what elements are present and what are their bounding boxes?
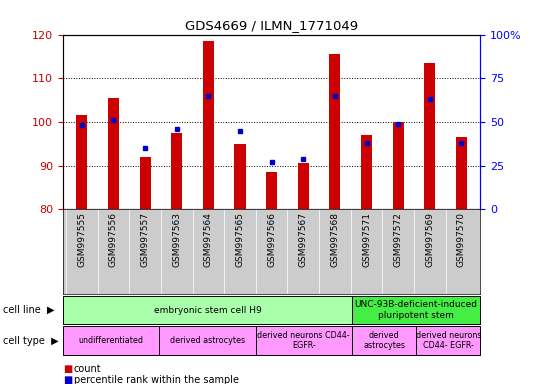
Bar bbox=[140, 157, 151, 209]
Bar bbox=[352, 326, 416, 355]
Bar bbox=[108, 98, 119, 209]
Bar bbox=[266, 172, 277, 209]
Text: GSM997565: GSM997565 bbox=[235, 212, 245, 267]
Text: cell line  ▶: cell line ▶ bbox=[3, 305, 54, 315]
Text: derived astrocytes: derived astrocytes bbox=[170, 336, 245, 345]
Text: GSM997557: GSM997557 bbox=[140, 212, 150, 267]
Text: GSM997555: GSM997555 bbox=[78, 212, 86, 267]
Title: GDS4669 / ILMN_1771049: GDS4669 / ILMN_1771049 bbox=[185, 19, 358, 32]
Bar bbox=[63, 296, 352, 324]
Text: ■: ■ bbox=[63, 375, 72, 384]
Text: GSM997566: GSM997566 bbox=[267, 212, 276, 267]
Bar bbox=[234, 144, 246, 209]
Bar bbox=[352, 296, 480, 324]
Text: derived neurons
CD44- EGFR-: derived neurons CD44- EGFR- bbox=[416, 331, 481, 351]
Text: GSM997563: GSM997563 bbox=[172, 212, 181, 267]
Text: GSM997564: GSM997564 bbox=[204, 212, 213, 267]
Text: percentile rank within the sample: percentile rank within the sample bbox=[74, 375, 239, 384]
Bar bbox=[329, 54, 341, 209]
Bar bbox=[361, 135, 372, 209]
Text: GSM997567: GSM997567 bbox=[299, 212, 308, 267]
Bar bbox=[298, 164, 309, 209]
Text: derived
astrocytes: derived astrocytes bbox=[363, 331, 405, 351]
Bar bbox=[256, 326, 352, 355]
Bar bbox=[456, 137, 467, 209]
Text: GSM997572: GSM997572 bbox=[394, 212, 403, 267]
Text: GSM997556: GSM997556 bbox=[109, 212, 118, 267]
Bar bbox=[416, 326, 480, 355]
Text: embryonic stem cell H9: embryonic stem cell H9 bbox=[153, 306, 261, 314]
Text: GSM997569: GSM997569 bbox=[425, 212, 435, 267]
Text: cell type  ▶: cell type ▶ bbox=[3, 336, 58, 346]
Text: GSM997571: GSM997571 bbox=[362, 212, 371, 267]
Bar bbox=[76, 115, 87, 209]
Text: derived neurons CD44-
EGFR-: derived neurons CD44- EGFR- bbox=[258, 331, 350, 351]
Text: GSM997568: GSM997568 bbox=[330, 212, 340, 267]
Text: undifferentiated: undifferentiated bbox=[79, 336, 144, 345]
Bar bbox=[203, 41, 214, 209]
Bar bbox=[171, 133, 182, 209]
Bar bbox=[424, 63, 435, 209]
Text: GSM997570: GSM997570 bbox=[457, 212, 466, 267]
Text: count: count bbox=[74, 364, 102, 374]
Bar bbox=[393, 122, 403, 209]
Text: UNC-93B-deficient-induced
pluripotent stem: UNC-93B-deficient-induced pluripotent st… bbox=[355, 300, 478, 320]
Bar bbox=[159, 326, 256, 355]
Text: ■: ■ bbox=[63, 364, 72, 374]
Bar bbox=[63, 326, 159, 355]
